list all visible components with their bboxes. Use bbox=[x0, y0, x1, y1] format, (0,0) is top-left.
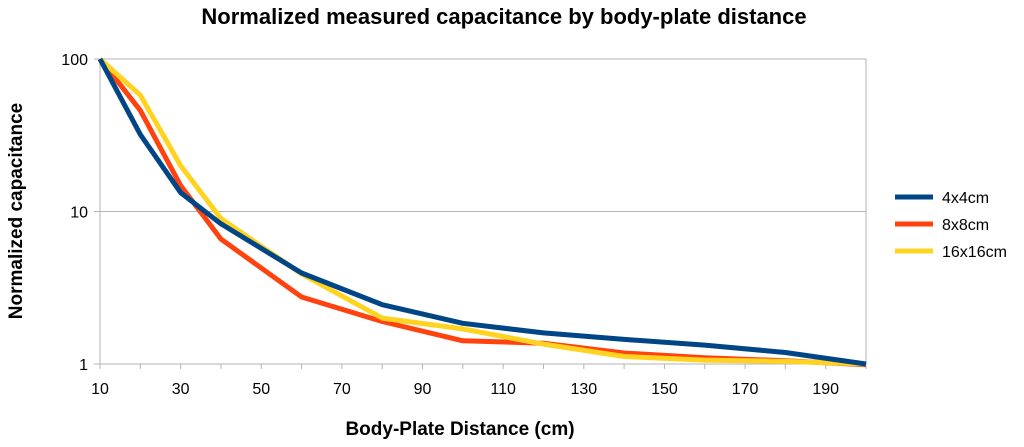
x-tick-label: 170 bbox=[732, 381, 759, 398]
legend-item-16x16cm: 16x16cm bbox=[895, 244, 1007, 261]
series-line-4x4cm bbox=[97, 57, 867, 367]
legend: 4x4cm 8x8cm 16x16cm bbox=[895, 190, 1007, 261]
x-tick-label: 190 bbox=[812, 381, 839, 398]
legend-item-8x8cm: 8x8cm bbox=[895, 217, 989, 234]
x-axis-title: Body-Plate Distance (cm) bbox=[345, 419, 574, 440]
y-axis-title: Normalized capacitance bbox=[6, 103, 27, 319]
x-tick-label: 130 bbox=[570, 381, 597, 398]
x-tick-label: 90 bbox=[414, 381, 432, 398]
gridlines bbox=[100, 58, 866, 365]
legend-label: 4x4cm bbox=[942, 190, 989, 207]
series-line-16x16cm bbox=[98, 57, 867, 367]
legend-label: 16x16cm bbox=[942, 244, 1007, 261]
legend-label: 8x8cm bbox=[942, 217, 989, 234]
x-tick-label: 30 bbox=[172, 381, 190, 398]
x-tick-label: 10 bbox=[91, 381, 109, 398]
chart-title: Normalized measured capacitance by body-… bbox=[201, 4, 806, 29]
y-tick-label: 1 bbox=[79, 357, 88, 374]
x-tick-label: 70 bbox=[333, 381, 351, 398]
x-tick-label: 50 bbox=[252, 381, 270, 398]
y-tick-label: 10 bbox=[70, 205, 88, 222]
x-tick-label: 110 bbox=[490, 381, 516, 398]
x-tick-label: 150 bbox=[651, 381, 678, 398]
legend-item-4x4cm: 4x4cm bbox=[895, 190, 989, 207]
y-tick-label: 100 bbox=[61, 52, 88, 69]
series-lines bbox=[97, 57, 867, 368]
